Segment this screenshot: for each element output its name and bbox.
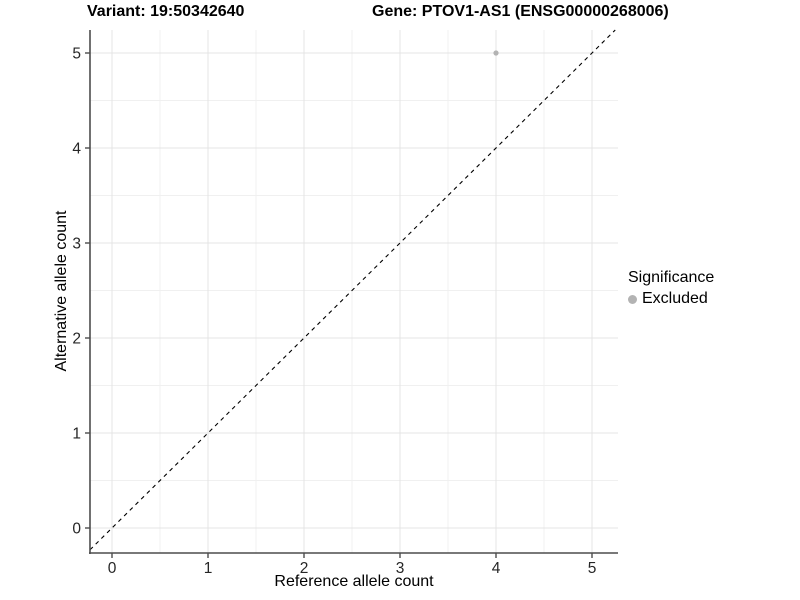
x-tick-label: 3 [396, 560, 405, 577]
y-tick-label: 4 [72, 141, 81, 158]
legend-entry-label: Excluded [642, 290, 708, 307]
x-tick-label: 0 [108, 560, 117, 577]
x-tick-label: 1 [204, 560, 213, 577]
y-tick-label: 2 [72, 331, 81, 348]
y-tick-label: 5 [72, 46, 81, 63]
legend: Significance Excluded [628, 269, 714, 308]
y-axis-title: Alternative allele count [53, 210, 70, 372]
legend-title: Significance [628, 269, 715, 286]
y-tick-label: 0 [72, 521, 81, 538]
x-axis-title: Reference allele count [274, 573, 434, 590]
excluded-point-icon [628, 294, 637, 304]
x-tick-label: 2 [300, 560, 309, 577]
legend-entry-excluded: Excluded [628, 290, 714, 308]
x-tick-label: 4 [492, 560, 501, 577]
y-tick-label: 3 [72, 236, 81, 253]
y-tick-label: 1 [72, 426, 81, 443]
gene-title: Gene: PTOV1-AS1 (ENSG00000268006) [372, 3, 669, 20]
variant-title: Variant: 19:50342640 [87, 3, 245, 20]
identity-line [89, 29, 616, 551]
data-point [493, 50, 499, 56]
x-tick-label: 5 [588, 560, 597, 577]
